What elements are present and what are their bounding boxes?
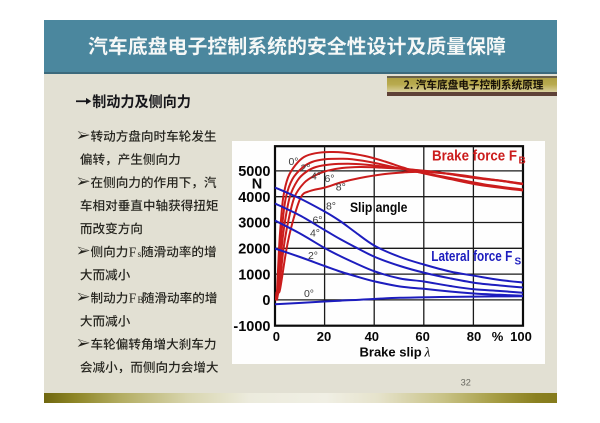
svg-text:-1000: -1000 bbox=[233, 319, 270, 335]
svg-text:Lateral force F: Lateral force F bbox=[431, 248, 512, 265]
svg-text:20: 20 bbox=[317, 329, 331, 344]
svg-text:60: 60 bbox=[415, 329, 429, 344]
svg-text:0°: 0° bbox=[288, 156, 298, 168]
svg-text:S: S bbox=[515, 256, 522, 267]
svg-text:2000: 2000 bbox=[238, 242, 270, 258]
svg-text:4000: 4000 bbox=[238, 190, 270, 206]
svg-text:2°: 2° bbox=[308, 250, 318, 262]
svg-text:8°: 8° bbox=[326, 201, 336, 213]
svg-text:F: F bbox=[129, 244, 137, 259]
svg-text:2°: 2° bbox=[300, 163, 310, 175]
svg-text:3000: 3000 bbox=[238, 216, 270, 232]
svg-text:4°: 4° bbox=[310, 228, 320, 240]
svg-text:0: 0 bbox=[273, 329, 280, 344]
svg-text:80: 80 bbox=[467, 329, 481, 344]
svg-text:0°: 0° bbox=[304, 288, 314, 300]
svg-text:100: 100 bbox=[510, 329, 532, 344]
svg-text:8°: 8° bbox=[336, 182, 346, 194]
svg-text:32: 32 bbox=[461, 377, 471, 387]
svg-text:40: 40 bbox=[365, 329, 379, 344]
svg-text:B: B bbox=[519, 156, 526, 167]
svg-text:0: 0 bbox=[262, 293, 270, 309]
svg-text:F: F bbox=[129, 291, 137, 306]
svg-text:6°: 6° bbox=[324, 173, 334, 185]
svg-text:6°: 6° bbox=[312, 215, 322, 227]
svg-text:Brake slip: Brake slip bbox=[360, 344, 422, 359]
svg-text:s: s bbox=[138, 250, 142, 260]
svg-text:1000: 1000 bbox=[238, 267, 270, 283]
svg-text:5000: 5000 bbox=[238, 164, 270, 180]
svg-text:4°: 4° bbox=[311, 171, 321, 183]
svg-text:B: B bbox=[138, 295, 144, 305]
svg-text:Slip angle: Slip angle bbox=[350, 200, 408, 215]
svg-text:Brake force F: Brake force F bbox=[432, 147, 517, 164]
svg-text:λ: λ bbox=[424, 344, 431, 359]
svg-text:N: N bbox=[252, 177, 262, 193]
svg-text:%: % bbox=[492, 329, 504, 344]
